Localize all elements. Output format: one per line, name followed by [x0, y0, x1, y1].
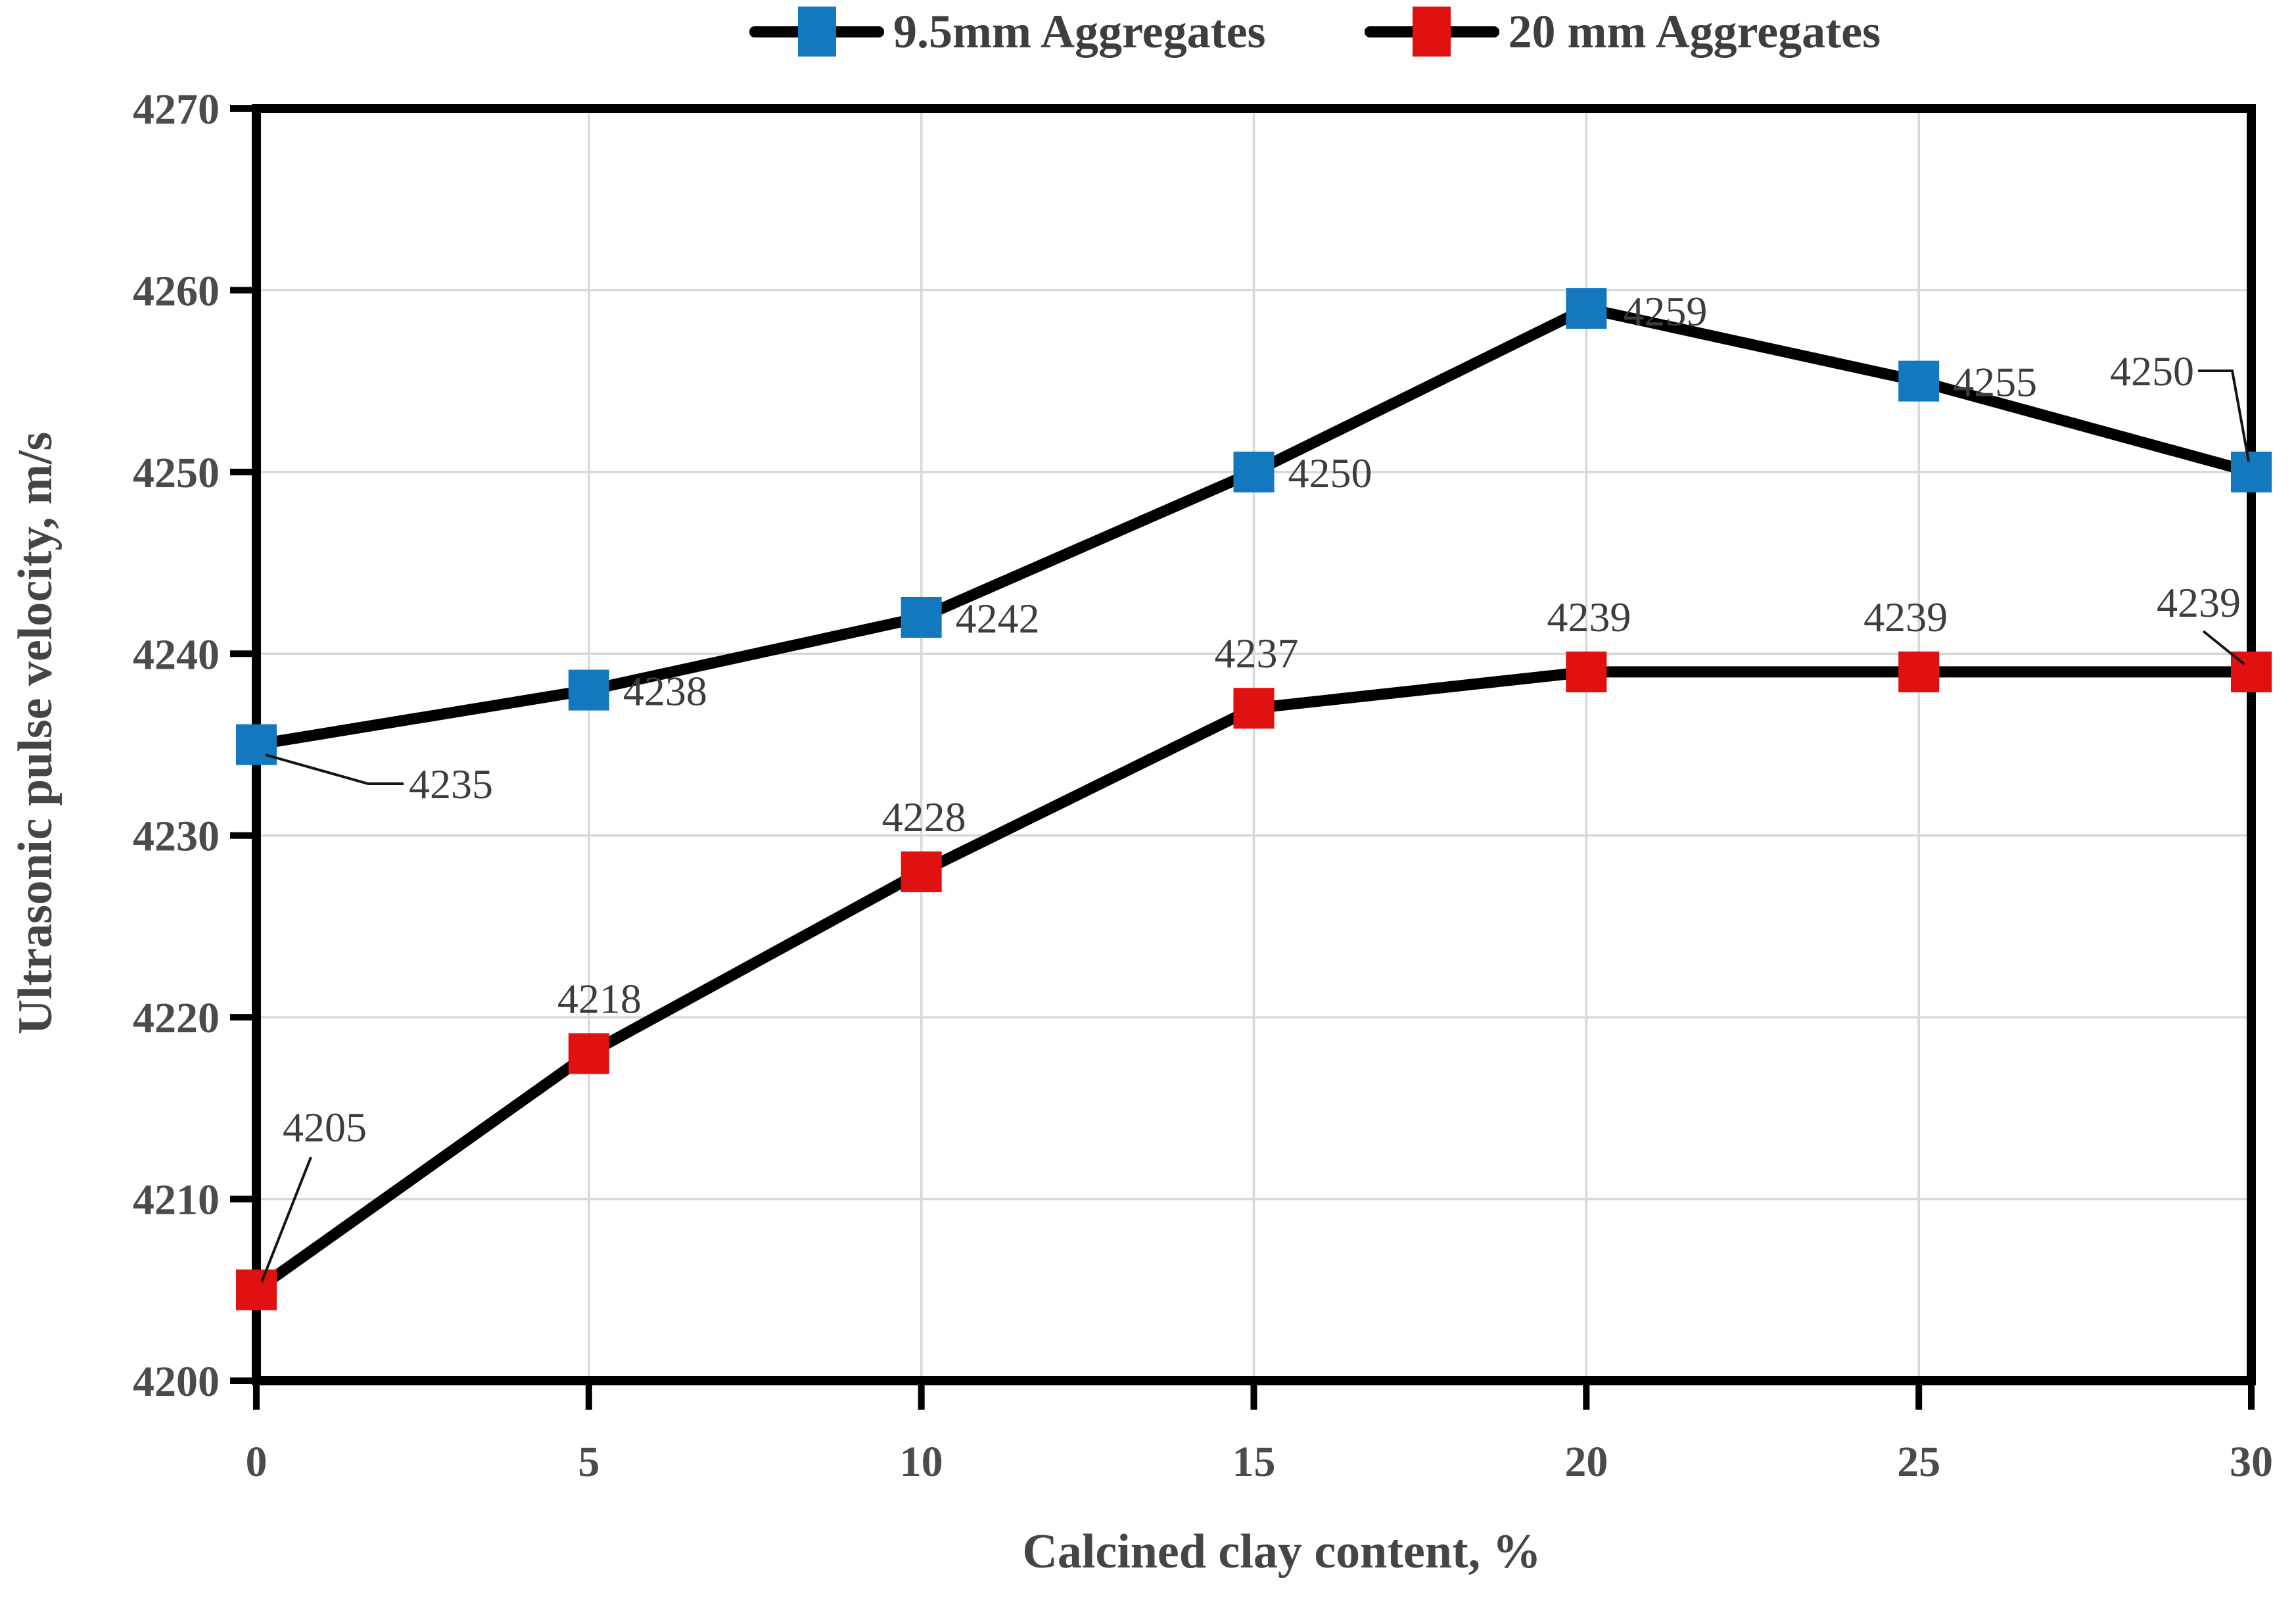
- data-label-0-1: 4238: [623, 668, 707, 715]
- data-label-1-4: 4239: [1547, 594, 1631, 640]
- marker-1-3: [1233, 688, 1275, 729]
- marker-1-4: [1566, 651, 1607, 692]
- x-axis-title: Calcined clay content, %: [1022, 1525, 1541, 1579]
- y-tick-label: 4200: [133, 1358, 220, 1406]
- data-label-leader-line: [2202, 630, 2245, 665]
- data-label-leader-line: [2198, 370, 2250, 462]
- x-tick-label: 20: [1564, 1438, 1608, 1486]
- data-label-1-1: 4218: [557, 975, 642, 1022]
- data-label-0-2: 4242: [956, 595, 1040, 642]
- data-label-0-5: 4255: [1953, 359, 2037, 406]
- data-label-1-0: 4205: [283, 1104, 367, 1151]
- data-label-0-3: 4250: [1288, 450, 1372, 496]
- marker-0-1: [568, 669, 609, 711]
- chart-legend: 9.5mm Aggregates 20 mm Aggregates: [749, 0, 1881, 63]
- legend-swatch-20mm: [1364, 3, 1499, 60]
- marker-0-2: [901, 597, 942, 638]
- marker-1-0: [236, 1269, 277, 1310]
- marker-0-3: [1233, 451, 1275, 492]
- legend-swatch-9.5mm: [749, 3, 884, 60]
- x-tick-label: 30: [2230, 1438, 2273, 1486]
- legend-label-9.5mm: 9.5mm Aggregates: [893, 5, 1266, 58]
- y-tick-label: 4240: [133, 631, 220, 679]
- data-label-1-2: 4228: [882, 794, 966, 840]
- legend-square-marker-icon: [1413, 7, 1451, 57]
- legend-entry-9.5mm: 9.5mm Aggregates: [749, 3, 1266, 60]
- data-label-1-6: 4239: [2157, 579, 2241, 626]
- marker-0-0: [236, 724, 277, 765]
- legend-label-20mm: 20 mm Aggregates: [1508, 5, 1881, 58]
- x-tick-label: 0: [246, 1438, 268, 1486]
- y-tick-label: 4210: [133, 1176, 220, 1224]
- y-tick-label: 4270: [133, 85, 220, 133]
- data-label-0-4: 4259: [1623, 288, 1707, 335]
- y-tick-label: 4260: [133, 267, 220, 315]
- marker-1-5: [1898, 651, 1940, 692]
- marker-0-4: [1566, 288, 1607, 329]
- y-tick-label: 4230: [133, 813, 220, 861]
- legend-square-marker-icon: [797, 7, 836, 57]
- data-label-leader-line: [265, 753, 404, 785]
- data-label-0-6: 4250: [2110, 348, 2194, 394]
- data-label-0-0: 4235: [409, 761, 493, 807]
- marker-0-5: [1898, 360, 1940, 402]
- x-tick-label: 10: [900, 1438, 943, 1486]
- x-tick-label: 15: [1232, 1438, 1276, 1486]
- legend-entry-20mm: 20 mm Aggregates: [1364, 3, 1881, 60]
- marker-1-1: [568, 1033, 609, 1074]
- marker-1-2: [901, 851, 942, 892]
- marker-0-6: [2231, 451, 2272, 492]
- y-tick-label: 4220: [133, 994, 220, 1042]
- x-tick-label: 25: [1897, 1438, 1940, 1486]
- data-label-leader-line: [260, 1157, 312, 1283]
- y-tick-label: 4250: [133, 449, 220, 497]
- data-label-1-5: 4239: [1863, 594, 1948, 640]
- data-label-1-3: 4237: [1215, 630, 1299, 677]
- x-tick-label: 5: [578, 1438, 599, 1486]
